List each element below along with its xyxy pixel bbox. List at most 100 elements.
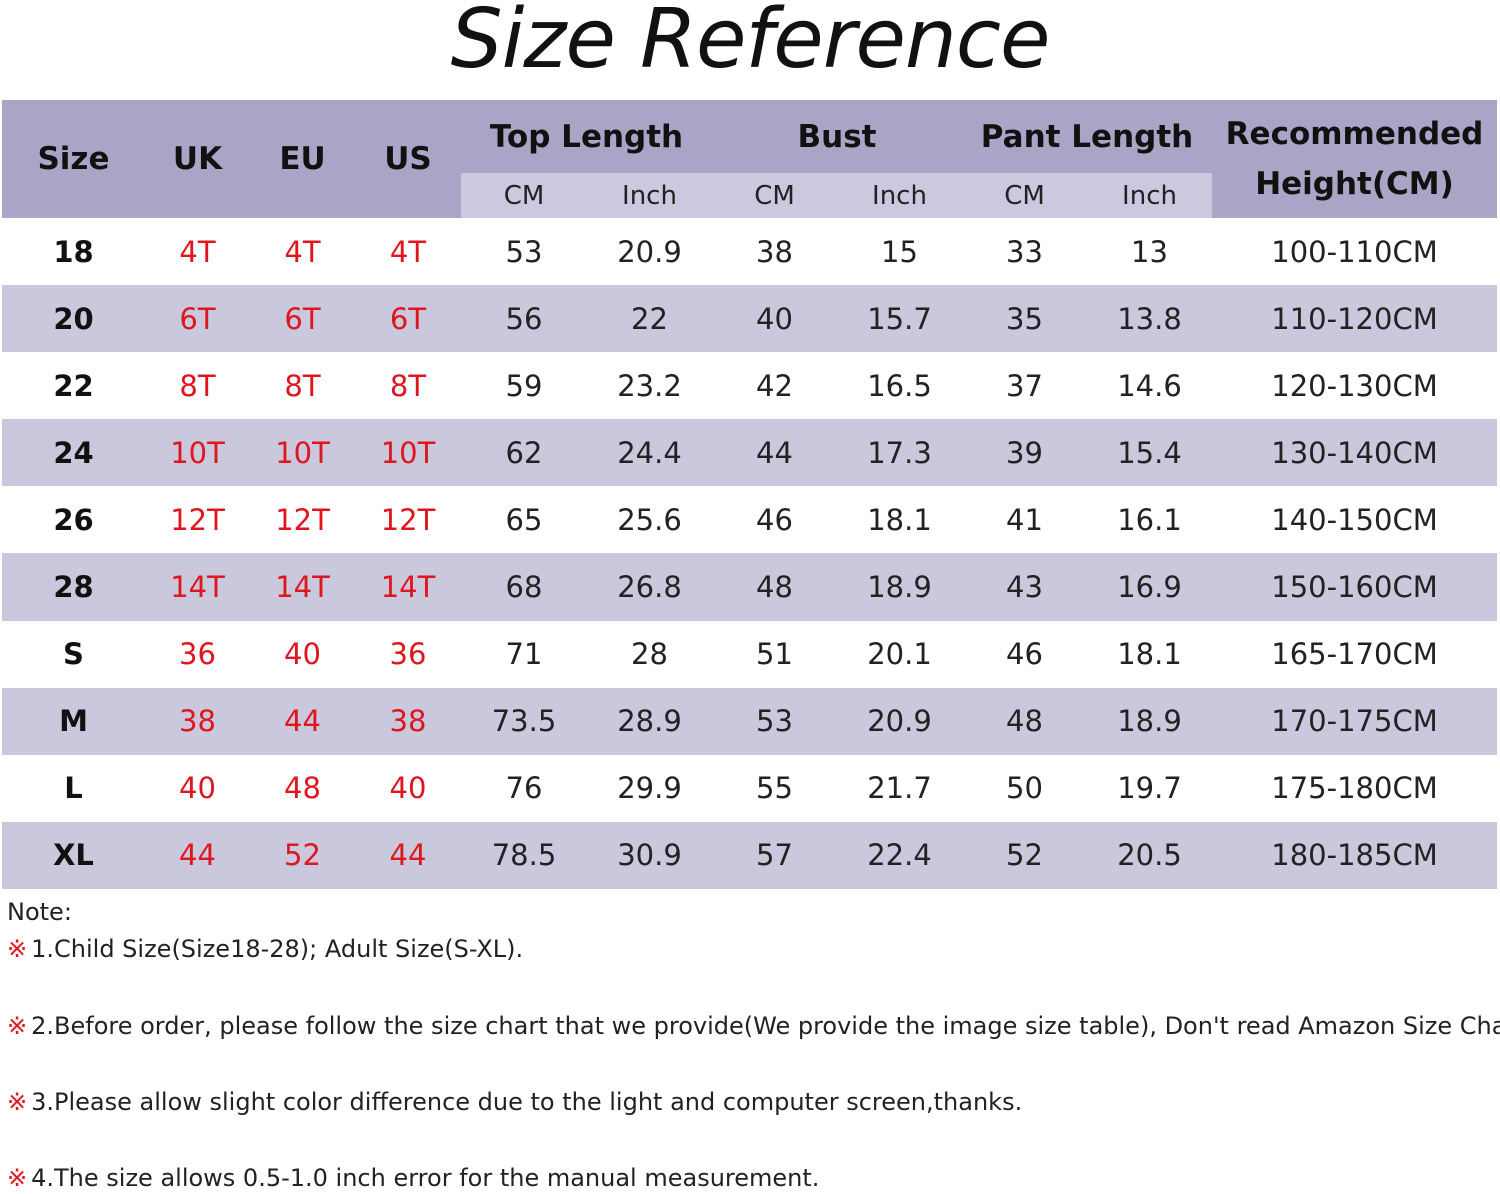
cell-bust-cm: 38 xyxy=(756,234,793,269)
cell-bust-inch: 20.9 xyxy=(867,704,932,739)
cell-bust-cm: 55 xyxy=(756,771,793,806)
cell-size: M xyxy=(59,704,88,739)
cell-top-length-inch: 24.4 xyxy=(617,435,682,470)
cell-pant-length-inch: 13.8 xyxy=(1117,301,1182,336)
cell-bust-cm: 46 xyxy=(756,502,793,537)
header-us: US xyxy=(355,100,461,218)
note-text: 1.Child Size(Size18-28); Adult Size(S-XL… xyxy=(31,935,524,963)
cell-bust-cm: 40 xyxy=(756,301,793,336)
header-bust: Bust xyxy=(712,100,962,173)
cell-size: 24 xyxy=(53,435,94,470)
cell-top-length-inch: 20.9 xyxy=(617,234,682,269)
cell-size: 18 xyxy=(53,234,94,269)
cell-size: L xyxy=(64,771,83,806)
note-item: ※ 2.Before order, please follow the size … xyxy=(7,1012,1500,1040)
cell-pant-length-cm: 37 xyxy=(1006,368,1043,403)
cell-uk: 38 xyxy=(179,704,216,739)
cell-pant-length-inch: 14.6 xyxy=(1117,368,1182,403)
table-row: 24 10T 10T 10T 62 24.4 44 17.3 39 15.4 130-140CM xyxy=(2,419,1498,487)
cell-us: 14T xyxy=(380,570,436,605)
table-row: M 38 44 38 73.5 28.9 53 20.9 48 18.9 170-175CM xyxy=(2,687,1498,755)
cell-eu: 12T xyxy=(275,502,330,537)
cell-top-length-cm: 65 xyxy=(505,502,543,537)
cell-eu: 40 xyxy=(284,637,321,672)
subheader-inch: Inch xyxy=(1087,173,1213,218)
cell-size: XL xyxy=(53,838,94,873)
cell-bust-inch: 18.9 xyxy=(867,570,932,605)
header-uk: UK xyxy=(145,100,250,218)
cell-us: 10T xyxy=(380,435,436,470)
header-height-line2: Height(CM) xyxy=(1255,166,1454,202)
cell-top-length-cm: 76 xyxy=(505,771,543,806)
cell-top-length-inch: 30.9 xyxy=(617,838,682,873)
cell-recommended-height: 130-140CM xyxy=(1271,435,1438,470)
cell-us: 40 xyxy=(389,771,427,806)
note-text: 4.The size allows 0.5-1.0 inch error for… xyxy=(31,1164,820,1192)
cell-pant-length-cm: 48 xyxy=(1006,704,1043,739)
cell-pant-length-cm: 46 xyxy=(1006,637,1043,672)
subheader-cm: CM xyxy=(962,173,1087,218)
cell-us: 8T xyxy=(389,368,427,403)
subheader-cm: CM xyxy=(712,173,837,218)
header-size: Size xyxy=(2,100,145,218)
cell-top-length-inch: 22 xyxy=(631,301,668,336)
cell-us: 6T xyxy=(389,301,427,336)
cell-uk: 6T xyxy=(179,301,216,336)
cell-eu: 44 xyxy=(284,704,321,739)
cell-bust-inch: 20.1 xyxy=(867,637,932,672)
cell-eu: 14T xyxy=(275,570,330,605)
cell-pant-length-inch: 19.7 xyxy=(1117,771,1182,806)
cell-bust-cm: 44 xyxy=(756,435,793,470)
table-row: 26 12T 12T 12T 65 25.6 46 18.1 41 16.1 140-150CM xyxy=(2,486,1497,553)
cell-recommended-height: 165-170CM xyxy=(1271,637,1438,672)
cell-eu: 48 xyxy=(284,771,321,806)
size-table: Size UK EU US Top Length Bust Pant Lengt… xyxy=(2,100,1498,889)
cell-bust-cm: 42 xyxy=(756,368,793,403)
header-pant-length: Pant Length xyxy=(962,100,1213,173)
cell-size: S xyxy=(63,637,84,672)
reference-mark-icon: ※ xyxy=(7,1012,28,1040)
cell-pant-length-inch: 13 xyxy=(1131,234,1168,269)
table-row: L 40 48 40 76 29.9 55 21.7 50 19.7 175-180CM xyxy=(2,755,1497,822)
table-row: 18 4T 4T 4T 53 20.9 38 15 33 13 100-110CM xyxy=(2,218,1497,285)
cell-pant-length-cm: 39 xyxy=(1006,435,1043,470)
cell-top-length-cm: 56 xyxy=(505,301,543,336)
cell-eu: 4T xyxy=(284,234,321,269)
cell-bust-inch: 17.3 xyxy=(867,435,932,470)
cell-bust-inch: 16.5 xyxy=(867,368,932,403)
cell-top-length-inch: 25.6 xyxy=(617,502,682,537)
cell-recommended-height: 120-130CM xyxy=(1271,368,1438,403)
cell-pant-length-cm: 41 xyxy=(1006,502,1043,537)
cell-size: 20 xyxy=(53,301,94,336)
notes-label: Note: xyxy=(7,898,72,926)
cell-uk: 14T xyxy=(170,570,225,605)
cell-us: 4T xyxy=(389,234,427,269)
cell-bust-inch: 18.1 xyxy=(867,502,932,537)
cell-recommended-height: 170-175CM xyxy=(1271,704,1438,739)
cell-top-length-cm: 68 xyxy=(505,570,543,605)
cell-top-length-cm: 59 xyxy=(505,368,543,403)
cell-pant-length-cm: 50 xyxy=(1006,771,1043,806)
reference-mark-icon: ※ xyxy=(7,1088,28,1116)
cell-pant-length-inch: 16.1 xyxy=(1117,502,1182,537)
cell-top-length-inch: 26.8 xyxy=(617,570,682,605)
cell-top-length-cm: 78.5 xyxy=(491,838,557,873)
subheader-inch: Inch xyxy=(587,173,712,218)
cell-us: 38 xyxy=(389,704,427,739)
cell-bust-inch: 21.7 xyxy=(867,771,932,806)
cell-uk: 40 xyxy=(179,771,216,806)
cell-recommended-height: 140-150CM xyxy=(1271,502,1438,537)
reference-mark-icon: ※ xyxy=(7,935,28,963)
cell-recommended-height: 110-120CM xyxy=(1271,301,1438,336)
cell-uk: 36 xyxy=(179,637,216,672)
header-top-length: Top Length xyxy=(461,100,712,173)
cell-pant-length-cm: 33 xyxy=(1006,234,1043,269)
cell-bust-cm: 48 xyxy=(756,570,793,605)
cell-pant-length-inch: 16.9 xyxy=(1117,570,1182,605)
cell-uk: 44 xyxy=(179,838,216,873)
note-item: ※ 4.The size allows 0.5-1.0 inch error fo… xyxy=(7,1164,819,1192)
cell-eu: 52 xyxy=(284,838,321,873)
cell-bust-cm: 51 xyxy=(756,637,793,672)
table-row: 28 14T 14T 14T 68 26.8 48 18.9 43 16.9 150-160CM xyxy=(2,553,1498,621)
cell-top-length-inch: 28 xyxy=(631,637,668,672)
